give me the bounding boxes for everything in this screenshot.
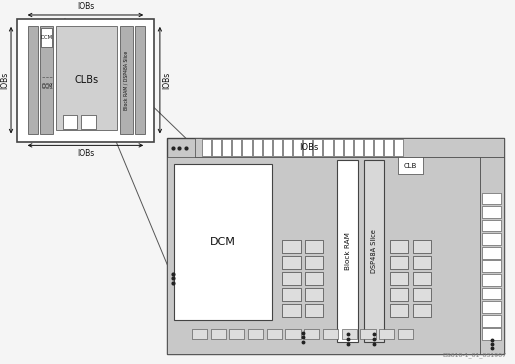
Text: DCM: DCM [41,35,53,40]
Bar [482,315,501,327]
Bar [413,256,431,269]
Bar [482,193,501,204]
Bar [482,247,501,259]
Bar [482,288,501,299]
Bar [341,329,357,339]
Bar [354,139,363,156]
Bar [222,139,231,156]
Bar [482,233,501,245]
Text: CLBs: CLBs [74,75,98,85]
Bar [243,139,251,156]
Bar [390,256,408,269]
Bar [323,329,338,339]
Bar [174,164,272,320]
Bar [63,115,77,128]
Bar [305,288,323,301]
Bar [282,272,301,285]
Bar [282,240,301,253]
Bar [212,139,221,156]
Bar [195,138,504,157]
Text: DCM: DCM [210,237,236,247]
Text: CLB: CLB [404,163,417,169]
Bar [211,329,226,339]
Bar [56,27,117,130]
Bar [413,304,431,317]
Bar [273,139,282,156]
Text: Block RAM: Block RAM [345,232,351,270]
Bar [390,304,408,317]
Bar [480,157,504,355]
Bar [283,139,292,156]
Bar [303,139,312,156]
Text: IOBs: IOBs [77,149,94,158]
Text: IOBs: IOBs [77,2,94,11]
Bar [305,240,323,253]
Bar [192,329,207,339]
Bar [390,240,408,253]
Bar [81,115,96,128]
Bar [41,28,52,47]
Bar [398,329,413,339]
Text: DS610-1_01_031907: DS610-1_01_031907 [442,352,507,358]
Text: IOBs: IOBs [0,72,9,89]
Bar [379,329,394,339]
Bar [28,27,38,134]
Bar [323,139,333,156]
Bar [232,139,242,156]
Bar [167,157,480,355]
Bar [374,139,383,156]
Bar [293,139,302,156]
Bar [202,139,211,156]
Bar [305,272,323,285]
Bar [394,139,403,156]
Bar [282,288,301,301]
Bar [120,27,132,134]
Bar [282,256,301,269]
Bar [482,220,501,232]
Bar [267,329,282,339]
Bar [482,206,501,218]
Text: DSP48A Slice: DSP48A Slice [371,229,377,273]
Bar [305,256,323,269]
Bar [360,329,375,339]
Bar [413,288,431,301]
Bar [313,139,322,156]
Bar [482,328,501,340]
Bar [482,274,501,286]
Bar [304,329,319,339]
Bar [390,288,408,301]
Text: IOBs: IOBs [299,143,319,152]
Bar [390,272,408,285]
Text: DCM: DCM [41,84,53,89]
Bar [248,329,263,339]
Bar [285,329,301,339]
Bar [364,139,373,156]
Bar [40,27,53,134]
Bar [229,329,245,339]
Bar [252,139,262,156]
Bar [384,139,393,156]
Bar [17,19,154,142]
Bar [167,138,504,355]
Text: Block RAM / DSP48A Slice: Block RAM / DSP48A Slice [124,51,129,110]
Bar [413,240,431,253]
Bar [305,304,323,317]
Bar [413,272,431,285]
Bar [482,260,501,272]
Bar [365,161,384,342]
Bar [334,139,342,156]
Bar [482,301,501,313]
Bar [344,139,353,156]
Text: IOBs: IOBs [162,72,171,89]
Bar [282,304,301,317]
Bar [337,161,358,342]
Bar [134,27,145,134]
Bar [263,139,272,156]
